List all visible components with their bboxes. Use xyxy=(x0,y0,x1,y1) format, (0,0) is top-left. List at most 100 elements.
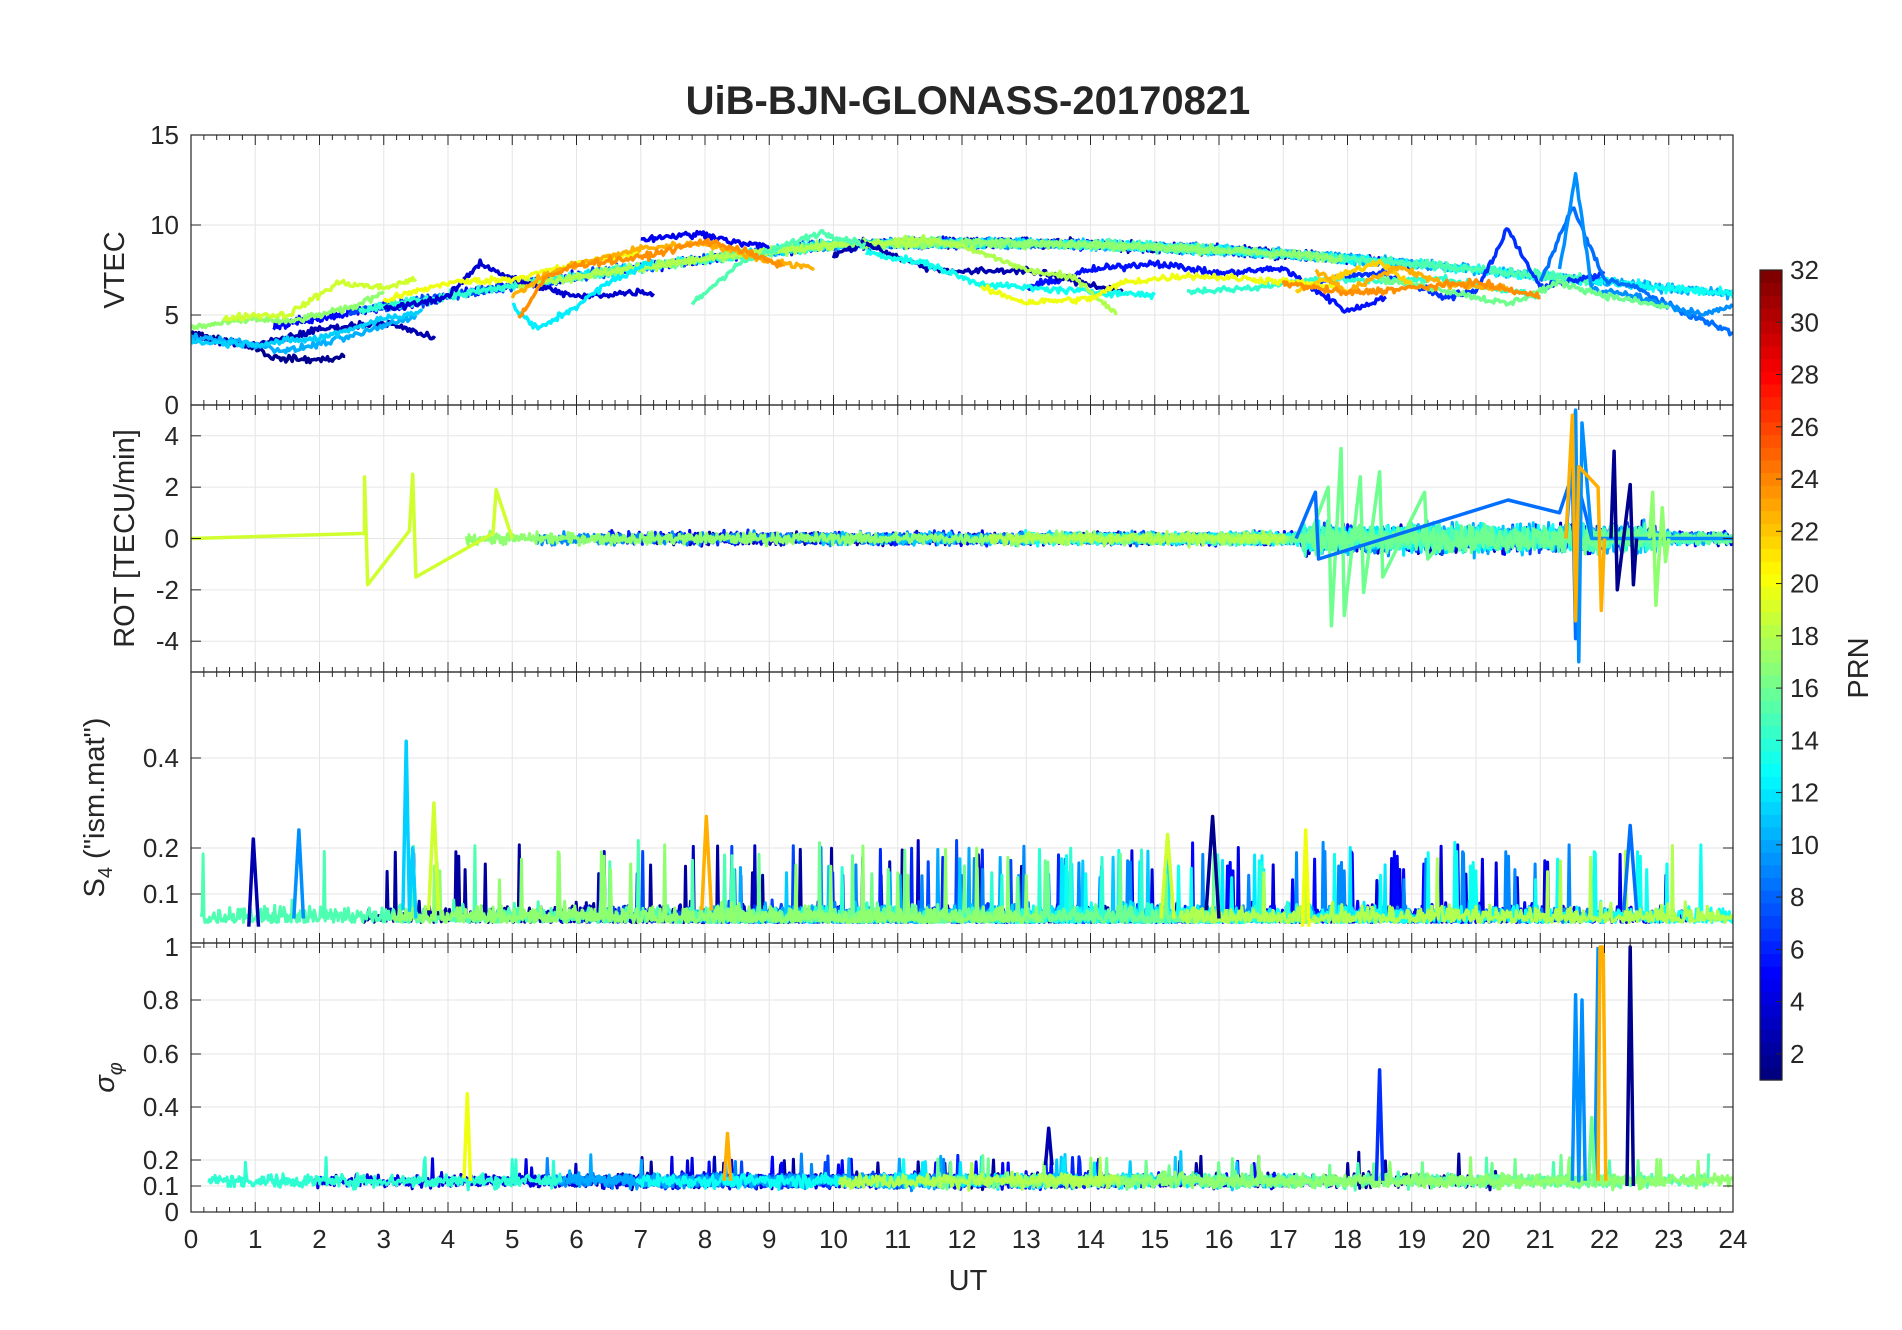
colorbar-segment xyxy=(1760,333,1782,347)
series-line-prn-9 xyxy=(1622,823,1639,911)
colorbar-segment xyxy=(1760,548,1782,562)
series-line-prn-12 xyxy=(401,739,418,919)
sigma_phi-ticks xyxy=(190,943,1734,1213)
x-tick-label: 21 xyxy=(1526,1224,1555,1254)
colorbar-segment xyxy=(1760,510,1782,524)
colorbar-segment xyxy=(1760,371,1782,385)
colorbar-segment xyxy=(1760,434,1782,448)
x-tick-label: 16 xyxy=(1205,1224,1234,1254)
series-line-prn-10 xyxy=(1570,992,1587,1183)
colorbar-segment xyxy=(1760,662,1782,676)
x-tick-label: 13 xyxy=(1012,1224,1041,1254)
colorbar-segment xyxy=(1760,270,1782,284)
series-line-prn-24 xyxy=(700,814,714,911)
colorbar-segment xyxy=(1760,599,1782,613)
colorbar-segment xyxy=(1760,459,1782,474)
series-line-prn-16 xyxy=(690,228,867,306)
colorbar-tick-label: 28 xyxy=(1790,360,1819,390)
series-line-prn-20 xyxy=(191,472,514,587)
colorbar-segment xyxy=(1760,738,1782,752)
colorbar-segment xyxy=(1760,826,1782,841)
series-line-prn-21 xyxy=(979,271,1349,306)
colorbar-segment xyxy=(1760,776,1782,790)
sigma_phi-y-tick-label: 0.1 xyxy=(143,1171,179,1201)
colorbar-segment xyxy=(1760,409,1782,423)
x-tick-label: 23 xyxy=(1654,1224,1683,1254)
background-trace xyxy=(391,843,1042,925)
colorbar-segment xyxy=(1760,788,1782,803)
series-line-prn-3 xyxy=(1043,1126,1054,1166)
x-tick-label: 8 xyxy=(698,1224,712,1254)
series-line-prn-20 xyxy=(1159,832,1176,919)
colorbar-tick-label: 26 xyxy=(1790,412,1819,442)
colorbar-segment xyxy=(1760,624,1782,638)
colorbar-tick-label: 12 xyxy=(1790,778,1819,808)
series-line-prn-24 xyxy=(1596,945,1608,1181)
series-line-prn-24 xyxy=(1564,413,1607,623)
sigma_phi-y-tick-label: 0.6 xyxy=(143,1039,179,1069)
colorbar-segment xyxy=(1760,1054,1782,1068)
x-tick-label: 19 xyxy=(1397,1224,1426,1254)
colorbar-segment xyxy=(1760,485,1782,499)
colorbar-tick-label: 14 xyxy=(1790,725,1819,755)
series-line-prn-17 xyxy=(1307,446,1446,628)
series-line-prn-13 xyxy=(511,259,654,331)
colorbar-segment xyxy=(1760,687,1782,701)
colorbar-segment xyxy=(1760,295,1782,309)
colorbar-tick-label: 6 xyxy=(1790,934,1804,964)
colorbar-segment xyxy=(1760,358,1782,372)
panel-vtec: 0 5 10 15 VTEC xyxy=(99,120,1734,420)
colorbar-segment xyxy=(1760,940,1782,955)
colorbar-segment xyxy=(1760,966,1782,980)
rot-y-tick-label: -4 xyxy=(156,626,179,656)
colorbar-tick-label: 30 xyxy=(1790,307,1819,337)
vtec-y-axis-label: VTEC xyxy=(99,231,131,308)
colorbar-tick-label: 8 xyxy=(1790,882,1804,912)
colorbar-segment xyxy=(1760,472,1782,486)
x-tick-label: 14 xyxy=(1076,1224,1105,1254)
colorbar-tick-label: 22 xyxy=(1790,516,1819,546)
series-line-prn-2 xyxy=(1609,449,1639,592)
rot-y-tick-label: 4 xyxy=(165,421,179,451)
panel-s4: 0.1 0.2 0.4 S4 ("ism.mat") xyxy=(79,671,1734,944)
colorbar-tick-label: 24 xyxy=(1790,464,1819,494)
series-line-prn-4 xyxy=(382,258,655,312)
colorbar-segment xyxy=(1760,396,1782,410)
x-tick-label: 24 xyxy=(1719,1224,1748,1254)
series-line-prn-9 xyxy=(1538,206,1733,337)
colorbar-segment xyxy=(1760,1067,1782,1081)
x-tick-label: 6 xyxy=(569,1224,583,1254)
series-line-prn-24 xyxy=(722,1131,733,1181)
rot-ticks xyxy=(190,405,1734,672)
x-tick-label: 20 xyxy=(1462,1224,1491,1254)
colorbar-segment xyxy=(1760,852,1782,866)
colorbar-segment xyxy=(1760,421,1782,436)
rot-plot-area xyxy=(191,408,1733,664)
x-tick-label: 5 xyxy=(505,1224,519,1254)
colorbar-segment xyxy=(1760,915,1782,929)
colorbar-segment xyxy=(1760,953,1782,967)
colorbar-segment xyxy=(1760,497,1782,512)
colorbar-segment xyxy=(1760,902,1782,917)
colorbar-segment xyxy=(1760,675,1782,689)
series-line-prn-10 xyxy=(292,828,306,919)
series-line-prn-6 xyxy=(1024,259,1387,314)
colorbar-segment xyxy=(1760,814,1782,828)
sigma_phi-plot-area xyxy=(207,945,1733,1193)
series-line-prn-21 xyxy=(1300,828,1311,927)
background-trace xyxy=(207,1156,563,1192)
background-trace xyxy=(895,236,1344,264)
colorbar-segment xyxy=(1760,1016,1782,1030)
x-tick-label: 4 xyxy=(441,1224,455,1254)
colorbar-label: PRN xyxy=(1843,637,1875,698)
s4-y-tick-label: 0.1 xyxy=(143,879,179,909)
x-tick-label: 9 xyxy=(762,1224,776,1254)
x-tick-label: 10 xyxy=(819,1224,848,1254)
x-tick-label: 7 xyxy=(634,1224,648,1254)
vtec-background-traces xyxy=(272,235,1733,331)
rot-y-tick-label: 0 xyxy=(165,524,179,554)
colorbar-segment xyxy=(1760,700,1782,714)
